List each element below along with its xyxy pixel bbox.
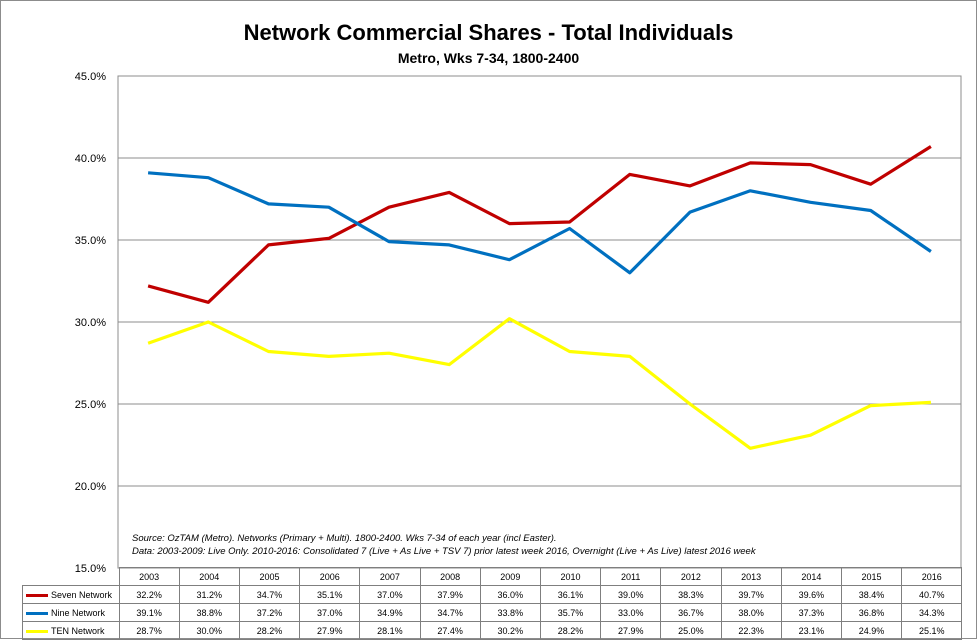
legend-line-key [26, 593, 48, 597]
series-line-seven-network [147, 145, 932, 304]
data-label: 36.7% [660, 603, 722, 622]
data-label: 32.2% [118, 585, 180, 604]
y-tick-label: 45.0% [75, 71, 106, 83]
data-label: 24.9% [840, 621, 903, 640]
table-row: TEN Network 28.7% 30.0% 28.2% 27.9% 28.1% 27.4… [22, 621, 963, 640]
data-table: 2003 2004 2005 2006 2007 2008 2009 2010 2011 2012… [22, 567, 963, 640]
data-label: 36.1% [539, 585, 602, 604]
data-label: 28.1% [359, 621, 421, 640]
data-label: 38.0% [720, 603, 782, 622]
x-tick-label: 2004 [178, 567, 240, 586]
data-label: 39.7% [720, 585, 782, 604]
data-label: 38.4% [840, 585, 903, 604]
data-label: 34.7% [419, 603, 481, 622]
y-tick-label: 30.0% [75, 317, 106, 329]
data-label: 27.4% [419, 621, 481, 640]
data-label: 28.2% [539, 621, 602, 640]
data-label: 39.6% [780, 585, 842, 604]
data-note: Data: 2003-2009: Live Only. 2010-2016: C… [132, 546, 756, 557]
x-tick-label: 2010 [539, 567, 602, 586]
data-label: 30.2% [479, 621, 541, 640]
data-label: 37.0% [299, 603, 361, 622]
x-tick-label: 2003 [118, 567, 180, 586]
data-label: 38.8% [178, 603, 240, 622]
series-line-ten-network [147, 317, 931, 450]
y-tick-label: 35.0% [75, 235, 106, 247]
data-label: 37.0% [359, 585, 421, 604]
data-label: 28.7% [118, 621, 180, 640]
legend-entry: Nine Network [22, 603, 120, 622]
data-label: 34.3% [901, 603, 963, 622]
table-corner [22, 567, 120, 586]
legend-label: TEN Network [51, 625, 105, 636]
data-label: 33.8% [479, 603, 541, 622]
series-line-nine-network [147, 171, 932, 275]
legend-label: Nine Network [51, 607, 106, 618]
legend-entry: TEN Network [22, 621, 120, 640]
chart-subtitle: Metro, Wks 7-34, 1800-2400 [397, 50, 580, 66]
data-label: 22.3% [720, 621, 782, 640]
x-tick-label: 2011 [600, 567, 662, 586]
data-label: 35.7% [539, 603, 602, 622]
legend-entry: Seven Network [22, 585, 120, 604]
data-label: 40.7% [901, 585, 963, 604]
data-label: 27.9% [600, 621, 662, 640]
data-label: 38.3% [660, 585, 722, 604]
x-tick-label: 2012 [660, 567, 722, 586]
data-label: 25.1% [901, 621, 963, 640]
data-label: 37.9% [419, 585, 481, 604]
data-label: 39.1% [118, 603, 180, 622]
y-tick-label: 40.0% [75, 153, 106, 165]
x-tick-label: 2014 [780, 567, 842, 586]
data-label: 37.3% [780, 603, 842, 622]
data-label: 36.0% [479, 585, 541, 604]
chart-title: Network Commercial Shares - Total Indivi… [243, 20, 734, 45]
data-label: 35.1% [299, 585, 361, 604]
x-tick-label: 2013 [720, 567, 782, 586]
x-tick-label: 2009 [479, 567, 541, 586]
data-label: 34.7% [238, 585, 301, 604]
data-label: 23.1% [780, 621, 842, 640]
data-label: 33.0% [600, 603, 662, 622]
data-label: 30.0% [178, 621, 240, 640]
data-label: 27.9% [299, 621, 361, 640]
data-label: 25.0% [660, 621, 722, 640]
legend-line-key [26, 629, 48, 633]
x-tick-label: 2008 [419, 567, 481, 586]
data-label: 39.0% [600, 585, 662, 604]
y-tick-label: 20.0% [75, 481, 106, 493]
legend-line-key [26, 611, 48, 615]
table-header-row: 2003 2004 2005 2006 2007 2008 2009 2010 2011 2012… [22, 567, 963, 586]
source-notes: Source: OzTAM (Metro). Networks (Primary… [132, 532, 756, 558]
x-tick-label: 2006 [299, 567, 361, 586]
data-label: 37.2% [238, 603, 301, 622]
data-label: 36.8% [840, 603, 903, 622]
source-note: Source: OzTAM (Metro). Networks (Primary… [132, 533, 557, 544]
data-label: 34.9% [359, 603, 421, 622]
x-tick-label: 2016 [901, 567, 963, 586]
legend-label: Seven Network [51, 589, 113, 600]
data-label: 31.2% [178, 585, 240, 604]
x-tick-label: 2007 [359, 567, 421, 586]
data-label: 28.2% [238, 621, 301, 640]
x-tick-label: 2015 [840, 567, 903, 586]
table-row: Seven Network 32.2% 31.2% 34.7% 35.1% 37.0% 37… [22, 585, 963, 604]
x-tick-label: 2005 [238, 567, 301, 586]
table-row: Nine Network 39.1% 38.8% 37.2% 37.0% 34.9% 34.… [22, 603, 963, 622]
y-tick-label: 25.0% [75, 399, 106, 411]
